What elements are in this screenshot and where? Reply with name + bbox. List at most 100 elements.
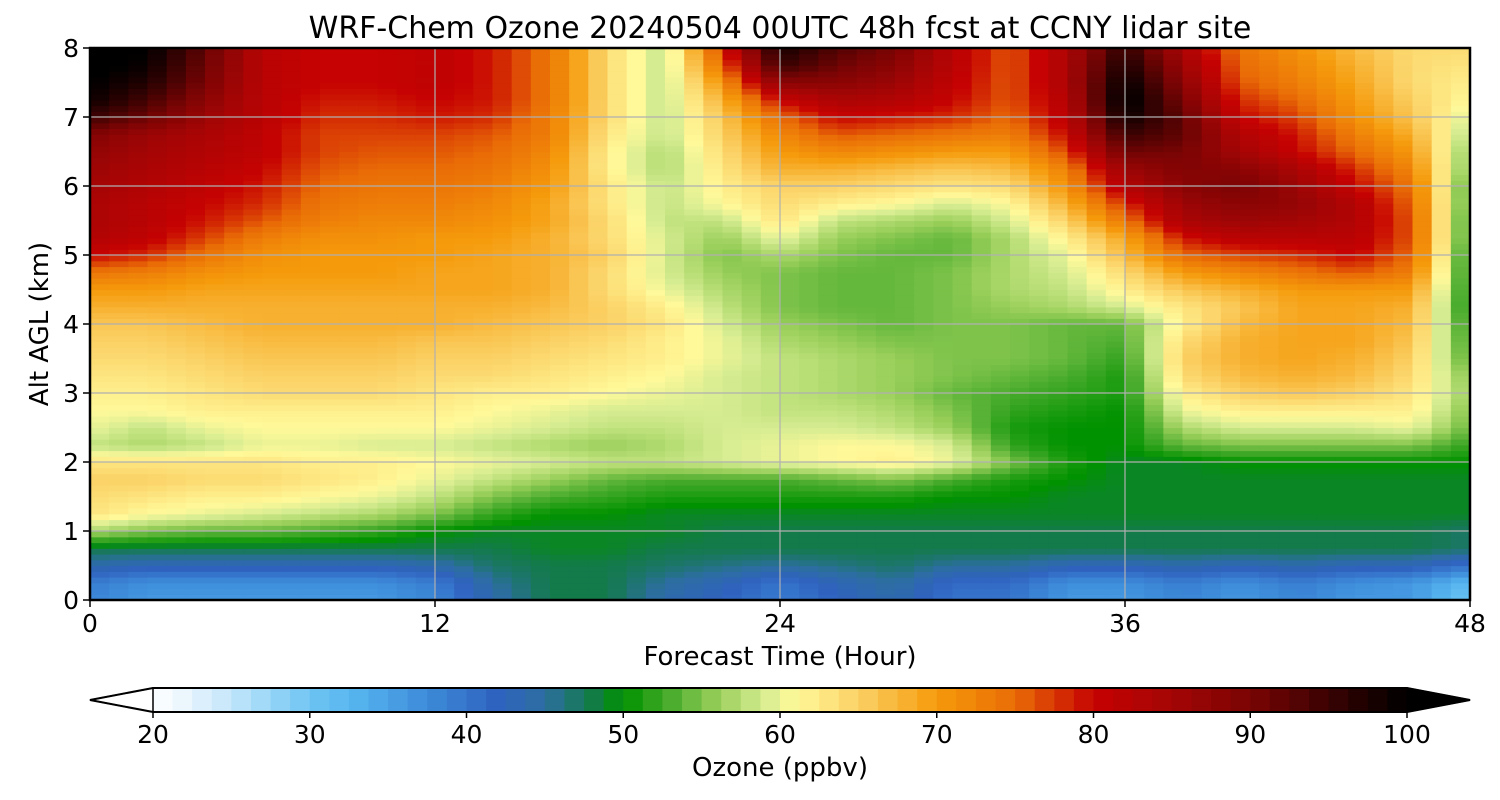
heatmap-cell — [109, 490, 129, 498]
heatmap-cell — [1297, 525, 1318, 532]
heatmap-cell — [741, 485, 762, 492]
heatmap-cell — [1355, 456, 1375, 463]
heatmap-cell — [1201, 295, 1222, 302]
heatmap-cell — [185, 485, 206, 492]
heatmap-cell — [320, 347, 340, 354]
heatmap-cell — [473, 318, 494, 325]
heatmap-cell — [550, 462, 570, 469]
heatmap-cell — [684, 456, 704, 463]
heatmap-cell — [1163, 508, 1184, 515]
heatmap-cell — [435, 571, 455, 578]
heatmap-cell — [1105, 393, 1126, 400]
heatmap-cell — [1029, 531, 1049, 538]
heatmap-cell — [875, 571, 896, 578]
heatmap-cell — [1431, 439, 1452, 446]
heatmap-cell — [1144, 295, 1164, 302]
heatmap-cell — [607, 565, 628, 572]
heatmap-cell — [492, 485, 513, 492]
heatmap-cell — [952, 370, 973, 377]
heatmap-cell — [588, 341, 609, 348]
heatmap-cell — [1335, 324, 1356, 331]
heatmap-cell — [205, 381, 225, 388]
heatmap-cell — [1220, 306, 1241, 314]
heatmap-cell — [205, 266, 225, 273]
heatmap-cell — [262, 496, 283, 503]
heatmap-cell — [281, 260, 302, 268]
heatmap-cell — [473, 387, 494, 394]
heatmap-cell — [243, 329, 264, 337]
heatmap-cell — [895, 370, 915, 377]
heatmap-cell — [511, 318, 532, 325]
heatmap-cell — [530, 531, 551, 538]
heatmap-cell — [665, 226, 685, 233]
heatmap-cell — [588, 358, 609, 365]
heatmap-cell — [1412, 404, 1433, 411]
heatmap-cell — [205, 416, 225, 423]
heatmap-cell — [588, 542, 609, 549]
heatmap-cell — [1316, 220, 1337, 227]
heatmap-cell — [128, 513, 149, 521]
heatmap-cell — [281, 341, 302, 348]
heatmap-cell — [626, 278, 647, 285]
heatmap-cell — [473, 370, 494, 377]
heatmap-cell — [856, 266, 877, 273]
heatmap-cell — [952, 456, 973, 463]
heatmap-cell — [109, 375, 129, 383]
heatmap-cell — [703, 375, 724, 383]
heatmap-cell — [339, 571, 359, 578]
heatmap-cell — [281, 335, 302, 342]
heatmap-cell — [1048, 393, 1069, 400]
heatmap-cell — [205, 467, 225, 475]
heatmap-cell — [1048, 496, 1069, 503]
heatmap-cell — [435, 364, 455, 371]
heatmap-cell — [492, 559, 513, 567]
heatmap-cell — [1086, 358, 1107, 365]
heatmap-cell — [645, 306, 666, 314]
heatmap-cell — [90, 352, 110, 360]
heatmap-cell — [1374, 278, 1394, 285]
heatmap-cell — [1067, 295, 1088, 302]
heatmap-cell — [377, 444, 398, 452]
heatmap-cell — [799, 542, 819, 549]
heatmap-cell — [1335, 485, 1356, 492]
heatmap-cell — [550, 496, 570, 503]
heatmap-cell — [1201, 496, 1222, 503]
heatmap-cell — [1182, 318, 1203, 325]
heatmap-cell — [1201, 347, 1222, 354]
heatmap-cell — [837, 266, 858, 273]
heatmap-cell — [1240, 548, 1260, 555]
heatmap-cell — [1029, 295, 1049, 302]
heatmap-cell — [645, 456, 666, 463]
heatmap-cell — [1029, 582, 1049, 590]
heatmap-cell — [1029, 335, 1049, 342]
heatmap-cell — [741, 370, 762, 377]
heatmap-cell — [243, 220, 264, 227]
heatmap-cell — [300, 237, 321, 245]
heatmap-cell — [300, 571, 321, 578]
heatmap-cell — [339, 513, 359, 521]
heatmap-cell — [1029, 479, 1049, 486]
heatmap-cell — [1182, 410, 1203, 417]
heatmap-cell — [205, 364, 225, 371]
heatmap-cell — [243, 473, 264, 480]
heatmap-cell — [1067, 266, 1088, 273]
heatmap-cell — [1048, 439, 1069, 446]
heatmap-cell — [1086, 306, 1107, 314]
heatmap-cell — [780, 260, 800, 268]
heatmap-cell — [875, 358, 896, 365]
heatmap-cell — [1393, 513, 1414, 521]
heatmap-cell — [339, 312, 359, 319]
heatmap-cell — [645, 387, 666, 394]
heatmap-cell — [1010, 364, 1030, 371]
heatmap-cell — [320, 536, 340, 544]
heatmap-cell — [1201, 542, 1222, 549]
heatmap-cell — [243, 232, 264, 239]
heatmap-cell — [875, 421, 896, 429]
heatmap-cell — [1010, 462, 1030, 469]
heatmap-cell — [1182, 364, 1203, 371]
heatmap-cell — [1182, 496, 1203, 503]
heatmap-cell — [1316, 318, 1337, 325]
heatmap-cell — [569, 542, 589, 549]
heatmap-cell — [703, 255, 724, 262]
heatmap-cell — [454, 502, 474, 509]
